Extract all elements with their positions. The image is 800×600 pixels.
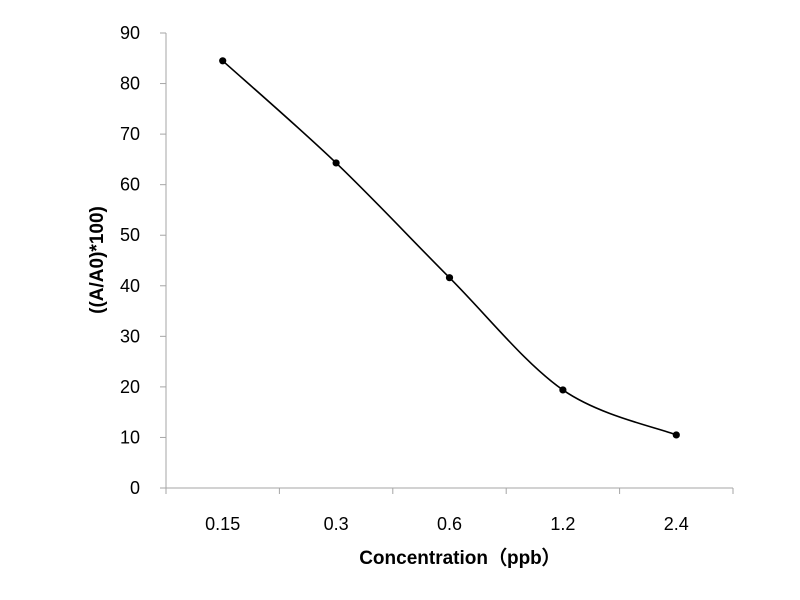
x-tick-label: 0.15 xyxy=(205,514,240,534)
data-point xyxy=(332,159,340,167)
x-tick-label: 0.6 xyxy=(437,514,462,534)
y-axis-ticks: 0 10 20 30 40 50 60 70 80 90 xyxy=(120,23,166,498)
y-axis-title: ((A/A0)*100) xyxy=(87,206,108,314)
x-tick-label: 2.4 xyxy=(664,514,689,534)
data-point xyxy=(559,386,567,394)
data-points xyxy=(219,57,680,439)
y-tick-label: 50 xyxy=(120,225,140,245)
x-axis-title: Concentration（ppb） xyxy=(359,546,561,569)
y-tick-label: 20 xyxy=(120,377,140,397)
x-tick-label: 0.3 xyxy=(324,514,349,534)
y-tick-label: 0 xyxy=(130,478,140,498)
data-point xyxy=(445,274,454,282)
y-tick-label: 60 xyxy=(120,175,140,195)
y-tick-label: 40 xyxy=(120,276,140,296)
data-point xyxy=(219,57,227,65)
y-tick-label: 80 xyxy=(120,74,140,94)
series-line xyxy=(222,60,677,436)
x-tick-label: 1.2 xyxy=(550,514,575,534)
y-tick-label: 90 xyxy=(120,23,140,43)
y-tick-label: 30 xyxy=(120,326,140,346)
x-axis-ticks: 0.15 0.3 0.6 1.2 2.4 xyxy=(165,488,734,534)
y-tick-label: 10 xyxy=(120,427,140,447)
y-tick-label: 70 xyxy=(120,124,140,144)
data-point xyxy=(672,431,680,439)
